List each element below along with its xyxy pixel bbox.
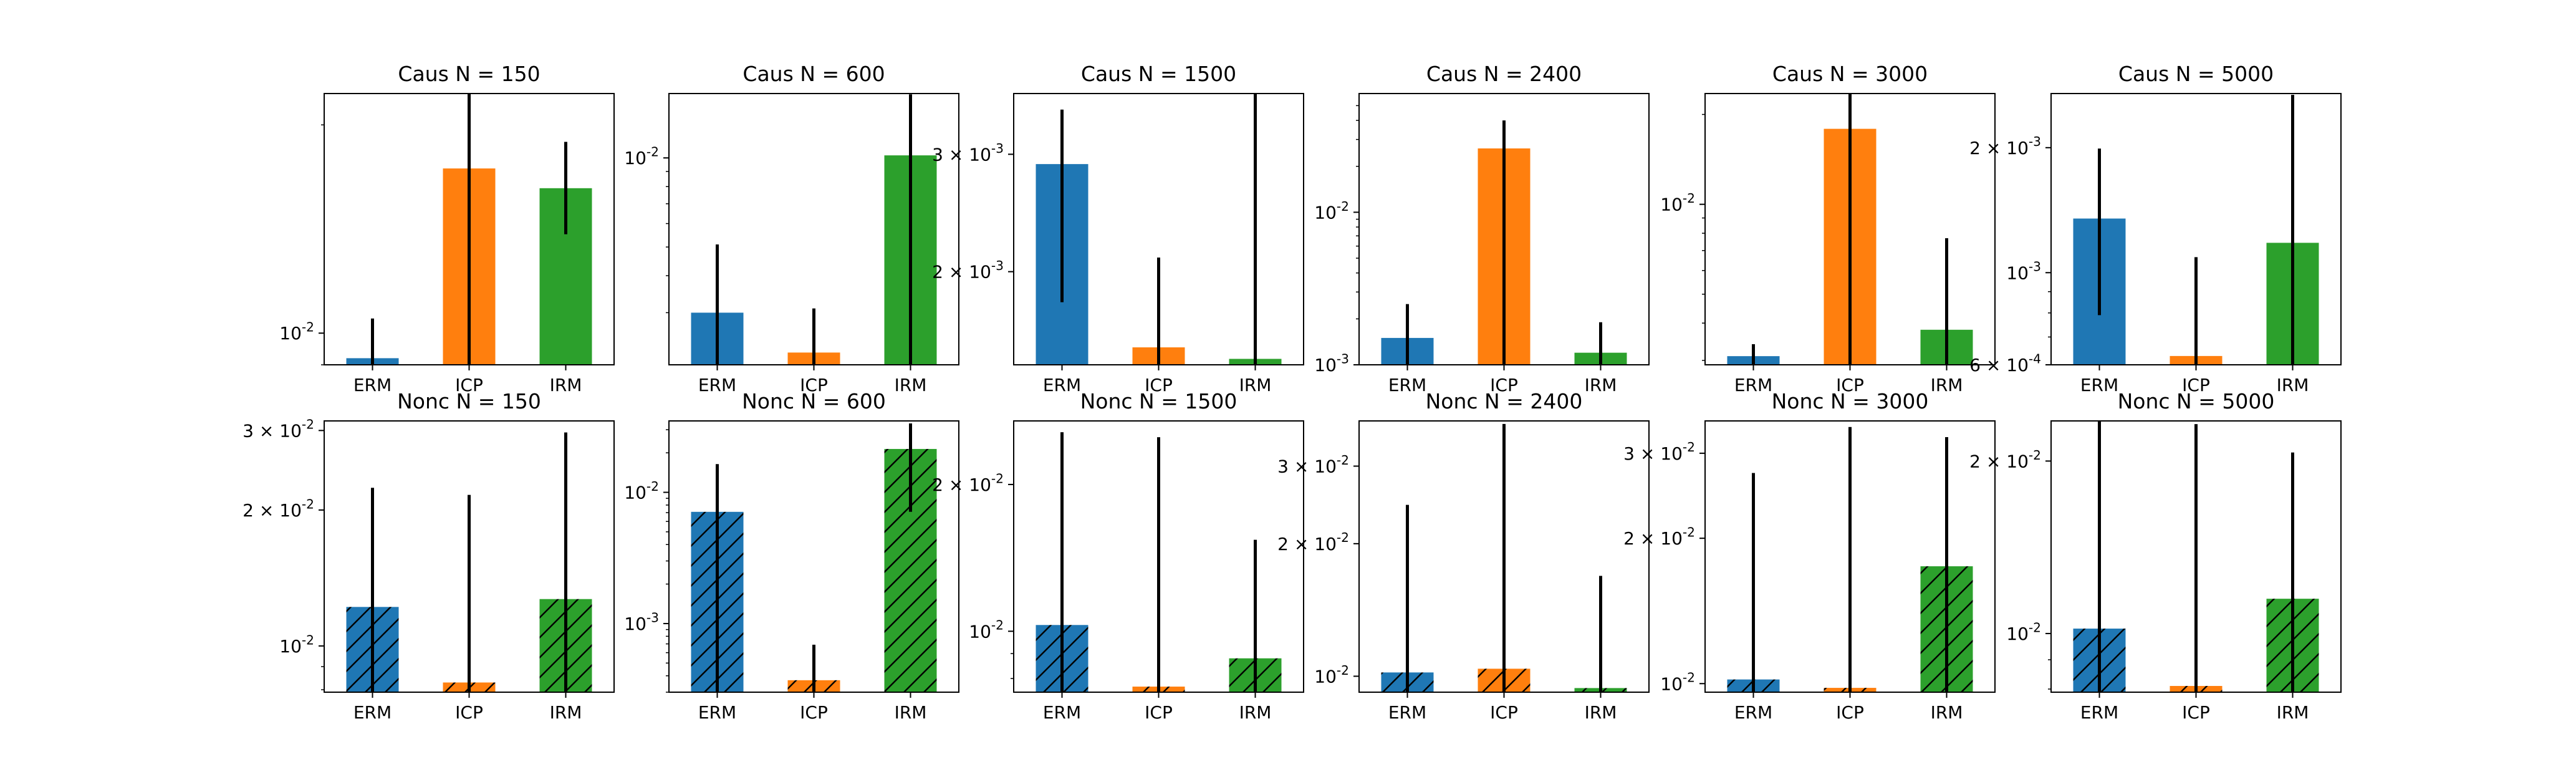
y-tick-label: 10-3 bbox=[2006, 259, 2041, 284]
axes-frame bbox=[668, 420, 959, 693]
x-tick-label: ICP bbox=[1145, 375, 1173, 395]
subplot-4: Caus N = 3000 ERM ICP IRM 10-2 bbox=[1660, 62, 1996, 395]
y-tick-label: 10-2 bbox=[1660, 191, 1695, 215]
axes-frame bbox=[324, 420, 615, 693]
x-tick-label: ERM bbox=[1388, 702, 1426, 723]
x-tick-label: IRM bbox=[1931, 702, 1963, 723]
x-tick-label: ICP bbox=[800, 702, 828, 723]
x-tick-label: ICP bbox=[2182, 702, 2210, 723]
subplot-7: Nonc N = 600 ERM ICP IRM 10-2 10-3 bbox=[624, 389, 959, 723]
subplot-title: Nonc N = 150 bbox=[397, 389, 541, 413]
subplot-10: Nonc N = 3000 ERM ICP IRM 3 × 10-2 2 × 10-2 10… bbox=[1623, 389, 1996, 723]
x-tick-label: ICP bbox=[455, 702, 483, 723]
x-tick-label: ERM bbox=[353, 375, 392, 395]
subplot-title: Caus N = 2400 bbox=[1426, 62, 1582, 86]
subplot-6: Nonc N = 150 ERM ICP IRM 3 × 10-2 2 × 10-2 10-… bbox=[243, 389, 615, 723]
y-tick-label: 10-2 bbox=[624, 145, 659, 169]
x-tick-label: IRM bbox=[1239, 375, 1272, 395]
x-tick-label: ICP bbox=[2182, 375, 2210, 395]
y-tick-label: 2 × 10-2 bbox=[1623, 525, 1695, 549]
x-tick-label: ERM bbox=[698, 702, 736, 723]
x-tick-label: IRM bbox=[1239, 702, 1272, 723]
subplot-1: Caus N = 600 ERM ICP IRM 10-2 bbox=[624, 62, 959, 395]
subplot-2: Caus N = 1500 ERM ICP IRM 3 × 10-3 2 × 10-3 bbox=[932, 62, 1304, 395]
y-tick-label: 10-2 bbox=[279, 320, 314, 344]
axes-frame bbox=[324, 93, 615, 365]
x-tick-label: ICP bbox=[1836, 702, 1864, 723]
subplot-title: Caus N = 3000 bbox=[1772, 62, 1928, 86]
axes-frame bbox=[2050, 93, 2342, 365]
y-tick-label: 2 × 10-2 bbox=[1969, 448, 2041, 472]
x-tick-label: IRM bbox=[1931, 375, 1963, 395]
axes-frame bbox=[1704, 420, 1996, 693]
x-tick-label: IRM bbox=[1585, 702, 1617, 723]
x-tick-label: IRM bbox=[895, 375, 927, 395]
axes-frame bbox=[1358, 420, 1650, 693]
axes-frame bbox=[1704, 93, 1996, 365]
subplot-title: Nonc N = 600 bbox=[742, 389, 886, 413]
x-tick-label: ERM bbox=[1734, 702, 1772, 723]
subplot-title: Caus N = 600 bbox=[743, 62, 885, 86]
y-tick-label: 10-3 bbox=[1314, 351, 1349, 375]
y-tick-label: 2 × 10-2 bbox=[1277, 530, 1349, 554]
x-tick-label: ICP bbox=[1490, 702, 1518, 723]
subplot-0: Caus N = 150 ERM ICP IRM 10-2 bbox=[279, 62, 615, 395]
x-tick-label: IRM bbox=[2277, 375, 2309, 395]
axes-frame bbox=[668, 93, 959, 365]
y-tick-label: 3 × 10-2 bbox=[243, 417, 314, 441]
subplot-5: Caus N = 5000 ERM ICP IRM 2 × 10-3 10-3 6 × 10… bbox=[1969, 62, 2342, 395]
x-tick-label: ICP bbox=[1490, 375, 1518, 395]
subplot-title: Caus N = 150 bbox=[398, 62, 540, 86]
x-tick-label: ICP bbox=[455, 375, 483, 395]
axes-frame bbox=[2050, 420, 2342, 693]
y-tick-label: 10-2 bbox=[279, 632, 314, 657]
axes-frame bbox=[1013, 420, 1304, 693]
y-tick-label: 10-2 bbox=[969, 618, 1004, 642]
x-tick-label: ERM bbox=[1734, 375, 1772, 395]
y-tick-label: 10-2 bbox=[1314, 663, 1349, 687]
y-tick-label: 10-2 bbox=[2006, 620, 2041, 644]
x-tick-label: ERM bbox=[353, 702, 392, 723]
x-tick-label: ICP bbox=[800, 375, 828, 395]
x-tick-label: ICP bbox=[1145, 702, 1173, 723]
y-tick-label: 10-2 bbox=[1660, 670, 1695, 695]
subplot-title: Nonc N = 5000 bbox=[2118, 389, 2275, 413]
x-tick-label: IRM bbox=[550, 375, 582, 395]
x-tick-label: ERM bbox=[1043, 375, 1081, 395]
x-tick-label: ERM bbox=[2080, 375, 2118, 395]
y-tick-label: 3 × 10-2 bbox=[1277, 453, 1349, 477]
y-tick-label: 3 × 10-3 bbox=[932, 141, 1004, 165]
y-tick-label: 2 × 10-3 bbox=[1969, 134, 2041, 158]
subplot-11: Nonc N = 5000 ERM ICP IRM 2 × 10-2 10-2 bbox=[1969, 389, 2342, 723]
x-tick-label: ERM bbox=[1388, 375, 1426, 395]
subplot-title: Nonc N = 2400 bbox=[1426, 389, 1583, 413]
y-tick-label: 2 × 10-2 bbox=[932, 471, 1004, 495]
x-tick-label: IRM bbox=[895, 702, 927, 723]
x-tick-label: ERM bbox=[698, 375, 736, 395]
x-tick-label: ERM bbox=[2080, 702, 2118, 723]
x-tick-label: IRM bbox=[1585, 375, 1617, 395]
axes-frame bbox=[1013, 93, 1304, 365]
subplot-9: Nonc N = 2400 ERM ICP IRM 3 × 10-2 2 × 10-2 10… bbox=[1277, 389, 1650, 723]
x-tick-label: ICP bbox=[1836, 375, 1864, 395]
y-tick-label: 2 × 10-3 bbox=[932, 258, 1004, 282]
y-tick-label: 6 × 10-4 bbox=[1969, 351, 2041, 375]
y-tick-label: 10-3 bbox=[624, 610, 659, 634]
axes-frame bbox=[1358, 93, 1650, 365]
x-tick-label: IRM bbox=[2277, 702, 2309, 723]
subplot-title: Nonc N = 3000 bbox=[1772, 389, 1929, 413]
subplot-title: Caus N = 5000 bbox=[2118, 62, 2274, 86]
y-tick-label: 2 × 10-2 bbox=[243, 496, 314, 521]
subplot-8: Nonc N = 1500 ERM ICP IRM 2 × 10-2 10-2 bbox=[932, 389, 1304, 723]
y-tick-label: 10-2 bbox=[1314, 199, 1349, 223]
y-tick-label: 3 × 10-2 bbox=[1623, 440, 1695, 464]
subplot-title: Nonc N = 1500 bbox=[1080, 389, 1238, 413]
y-tick-label: 10-2 bbox=[624, 479, 659, 503]
x-tick-label: ERM bbox=[1043, 702, 1081, 723]
x-tick-label: IRM bbox=[550, 702, 582, 723]
subplot-title: Caus N = 1500 bbox=[1081, 62, 1236, 86]
subplot-3: Caus N = 2400 ERM ICP IRM 10-2 10-3 bbox=[1314, 62, 1650, 395]
